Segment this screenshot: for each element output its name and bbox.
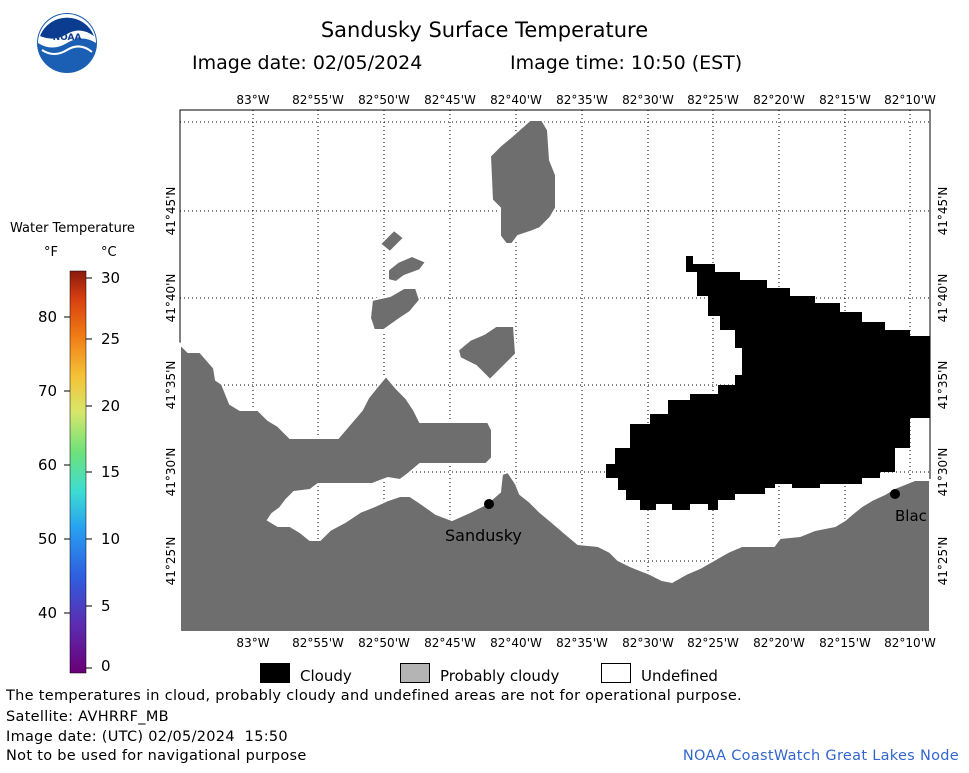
lon-tick: 82°40'W [490, 636, 542, 650]
svg-text:NOAA: NOAA [53, 33, 82, 43]
c-label: 5 [101, 597, 111, 615]
lon-tick: 83°W [236, 636, 270, 650]
island-small-1 [378, 228, 406, 254]
c-label: 0 [101, 657, 111, 675]
f-label: 70 [38, 382, 58, 400]
lon-tick: 82°50'W [358, 93, 410, 107]
island-small-2 [387, 254, 428, 284]
color-scale-unit-c: °C [101, 245, 117, 260]
temperature-color-bar [64, 270, 92, 674]
lon-tick: 82°25'W [687, 636, 739, 650]
footer-nav-warning: Not to be used for navigational purpose [6, 748, 307, 764]
color-scale-unit-f: °F [44, 245, 58, 260]
lon-tick: 82°45'W [424, 93, 476, 107]
footer-utc-date: Image date: (UTC) 02/05/2024 15:50 [6, 729, 288, 745]
f-label: 60 [38, 456, 58, 474]
blac-marker [890, 489, 900, 499]
mainland-land [179, 341, 931, 633]
lon-tick: 82°30'W [622, 636, 674, 650]
lon-tick: 82°55'W [292, 636, 344, 650]
lon-tick: 83°W [236, 93, 270, 107]
lon-tick: 82°10'W [884, 636, 936, 650]
page-title: Sandusky Surface Temperature [320, 18, 649, 42]
c-label: 10 [101, 530, 121, 548]
c-label: 25 [101, 330, 121, 348]
lon-tick: 82°40'W [490, 93, 542, 107]
lon-tick: 82°50'W [358, 636, 410, 650]
legend-swatch-cloudy [260, 663, 290, 683]
c-label: 15 [101, 463, 121, 481]
sandusky-marker [484, 499, 494, 509]
lon-tick: 82°15'W [819, 93, 871, 107]
footer-satellite: Satellite: AVHRRF_MB [6, 709, 169, 725]
lon-tick: 82°15'W [819, 636, 871, 650]
image-date: Image date: 02/05/2024 [192, 52, 423, 74]
blac-label: Blac [895, 507, 927, 525]
lon-tick: 82°25'W [687, 93, 739, 107]
legend-swatch-undefined [601, 663, 631, 683]
legend-swatch-probably-cloudy [400, 663, 430, 683]
f-label: 40 [38, 604, 58, 622]
lon-tick: 82°35'W [556, 93, 608, 107]
footer-disclaimer: The temperatures in cloud, probably clou… [6, 688, 742, 704]
lon-tick: 82°10'W [884, 93, 936, 107]
legend-label-cloudy: Cloudy [300, 667, 352, 685]
lon-tick: 82°20'W [753, 93, 805, 107]
lon-tick: 82°45'W [424, 636, 476, 650]
island-small-3 [368, 287, 422, 331]
island-kelleys [488, 119, 557, 245]
legend-label-undefined: Undefined [641, 667, 718, 685]
lon-tick: 82°55'W [292, 93, 344, 107]
sandusky-label: Sandusky [445, 526, 522, 545]
c-label: 30 [101, 269, 121, 287]
lon-tick: 82°35'W [556, 636, 608, 650]
lon-tick: 82°30'W [622, 93, 674, 107]
island-small-4 [456, 325, 518, 382]
noaa-logo: NOAA [37, 13, 97, 73]
f-label: 80 [38, 308, 58, 326]
c-label: 20 [101, 397, 121, 415]
legend-label-probably-cloudy: Probably cloudy [440, 667, 560, 685]
cloud-area [606, 256, 930, 510]
lon-tick: 82°20'W [753, 636, 805, 650]
footer-credit: NOAA CoastWatch Great Lakes Node [682, 748, 959, 764]
image-time: Image time: 10:50 (EST) [510, 52, 743, 74]
f-label: 50 [38, 530, 58, 548]
color-scale-title: Water Temperature [10, 221, 135, 236]
